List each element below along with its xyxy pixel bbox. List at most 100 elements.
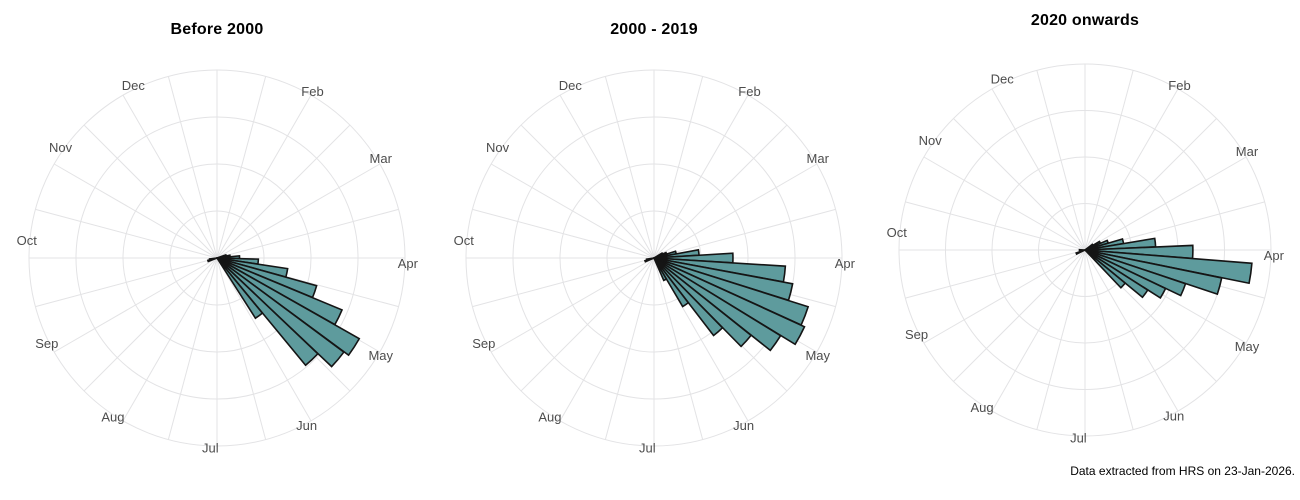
rose-petal	[216, 257, 345, 368]
month-label: Sep	[905, 327, 928, 342]
month-label: Mar	[807, 151, 830, 166]
grid-spoke	[953, 118, 1086, 251]
month-label: Jun	[1163, 408, 1184, 423]
grid-spoke	[1084, 156, 1247, 251]
rose-petal	[216, 257, 361, 357]
grid-spoke	[653, 94, 749, 259]
grid-spoke	[520, 124, 655, 259]
grid-spoke	[653, 208, 836, 259]
month-label: Jul	[639, 440, 656, 455]
month-label: Apr	[398, 256, 419, 271]
grid-spoke	[653, 76, 704, 259]
rose-petal	[653, 257, 806, 346]
grid-spoke	[905, 249, 1086, 299]
grid-spoke	[53, 163, 218, 259]
month-label: Nov	[486, 140, 510, 155]
grid-spoke	[122, 94, 218, 259]
grid-spoke	[167, 257, 218, 440]
panel-title-2000-2019: 2000 - 2019	[610, 21, 698, 38]
month-label: Mar	[1236, 144, 1259, 159]
grid-spoke	[1036, 70, 1086, 251]
rose-petal	[653, 257, 668, 282]
rose-petal	[208, 257, 218, 261]
month-label: Feb	[301, 84, 323, 99]
month-label: May	[368, 348, 393, 363]
grid-spoke	[1036, 249, 1086, 430]
grid-spoke	[216, 124, 351, 259]
grid-spoke	[653, 257, 704, 440]
month-label: Jul	[1070, 430, 1087, 445]
month-label: Dec	[122, 78, 146, 93]
grid-spoke	[83, 257, 218, 392]
grid-spoke	[991, 249, 1086, 412]
grid-spoke	[216, 94, 312, 259]
month-label: Oct	[887, 225, 908, 240]
month-label: Dec	[559, 78, 583, 93]
rose-petal	[216, 257, 319, 367]
grid-spoke	[653, 163, 818, 259]
grid-spoke	[83, 124, 218, 259]
month-label: Oct	[454, 233, 475, 248]
rose-petal	[653, 257, 724, 337]
month-label: Oct	[17, 233, 38, 248]
grid-spoke	[472, 257, 655, 308]
month-label: Sep	[472, 336, 495, 351]
grid-spoke	[1084, 118, 1217, 251]
month-label: Dec	[991, 72, 1015, 87]
month-label: Apr	[1264, 248, 1285, 263]
month-label: Aug	[970, 400, 993, 415]
rose-petal	[1084, 249, 1127, 289]
data-source-caption: Data extracted from HRS on 23-Jan-2026.	[1070, 464, 1295, 478]
grid-spoke	[520, 257, 655, 392]
grid-spoke	[905, 201, 1086, 251]
month-label: Sep	[35, 336, 58, 351]
rose-petal	[1075, 249, 1086, 256]
grid-spoke	[490, 163, 655, 259]
month-label: May	[805, 348, 830, 363]
panel-title-before-2000: Before 2000	[170, 21, 264, 38]
grid-spoke	[559, 257, 655, 422]
grid-spoke	[991, 88, 1086, 251]
month-label: Jun	[733, 418, 754, 433]
grid-spoke	[604, 76, 655, 259]
grid-spoke	[1084, 249, 1134, 430]
grid-spoke	[1084, 70, 1134, 251]
grid-spoke	[472, 208, 655, 259]
month-label: Aug	[538, 410, 561, 425]
month-label: Aug	[101, 410, 124, 425]
rose-petal	[653, 257, 782, 352]
grid-spoke	[1084, 88, 1179, 251]
grid-spoke	[953, 249, 1086, 382]
grid-spoke	[1084, 249, 1179, 412]
grid-spoke	[35, 208, 218, 259]
rose-petal	[1084, 249, 1149, 299]
month-label: Jun	[296, 418, 317, 433]
grid-spoke	[167, 76, 218, 259]
month-label: Feb	[1168, 78, 1190, 93]
grid-spoke	[216, 163, 381, 259]
grid-spoke	[653, 124, 788, 259]
month-label: Nov	[49, 140, 73, 155]
grid-spoke	[53, 257, 218, 353]
grid-spoke	[923, 156, 1086, 251]
grid-spoke	[216, 257, 312, 422]
grid-spoke	[490, 257, 655, 353]
month-label: Mar	[370, 151, 393, 166]
grid-spoke	[216, 208, 399, 259]
rose-petal	[1078, 248, 1086, 252]
grid-spoke	[216, 76, 267, 259]
month-label: May	[1235, 339, 1260, 354]
grid-spoke	[35, 257, 218, 308]
grid-spoke	[604, 257, 655, 440]
month-label: Feb	[738, 84, 760, 99]
grid-spoke	[559, 94, 655, 259]
grid-spoke	[923, 249, 1086, 344]
month-label: Jul	[202, 440, 219, 455]
panel-title-2020-onwards: 2020 onwards	[1030, 12, 1140, 29]
rose-petal	[653, 257, 753, 348]
rose-petal	[216, 257, 264, 320]
grid-spoke	[122, 257, 218, 422]
rose-petal	[653, 257, 690, 308]
rose-petal	[645, 257, 655, 261]
